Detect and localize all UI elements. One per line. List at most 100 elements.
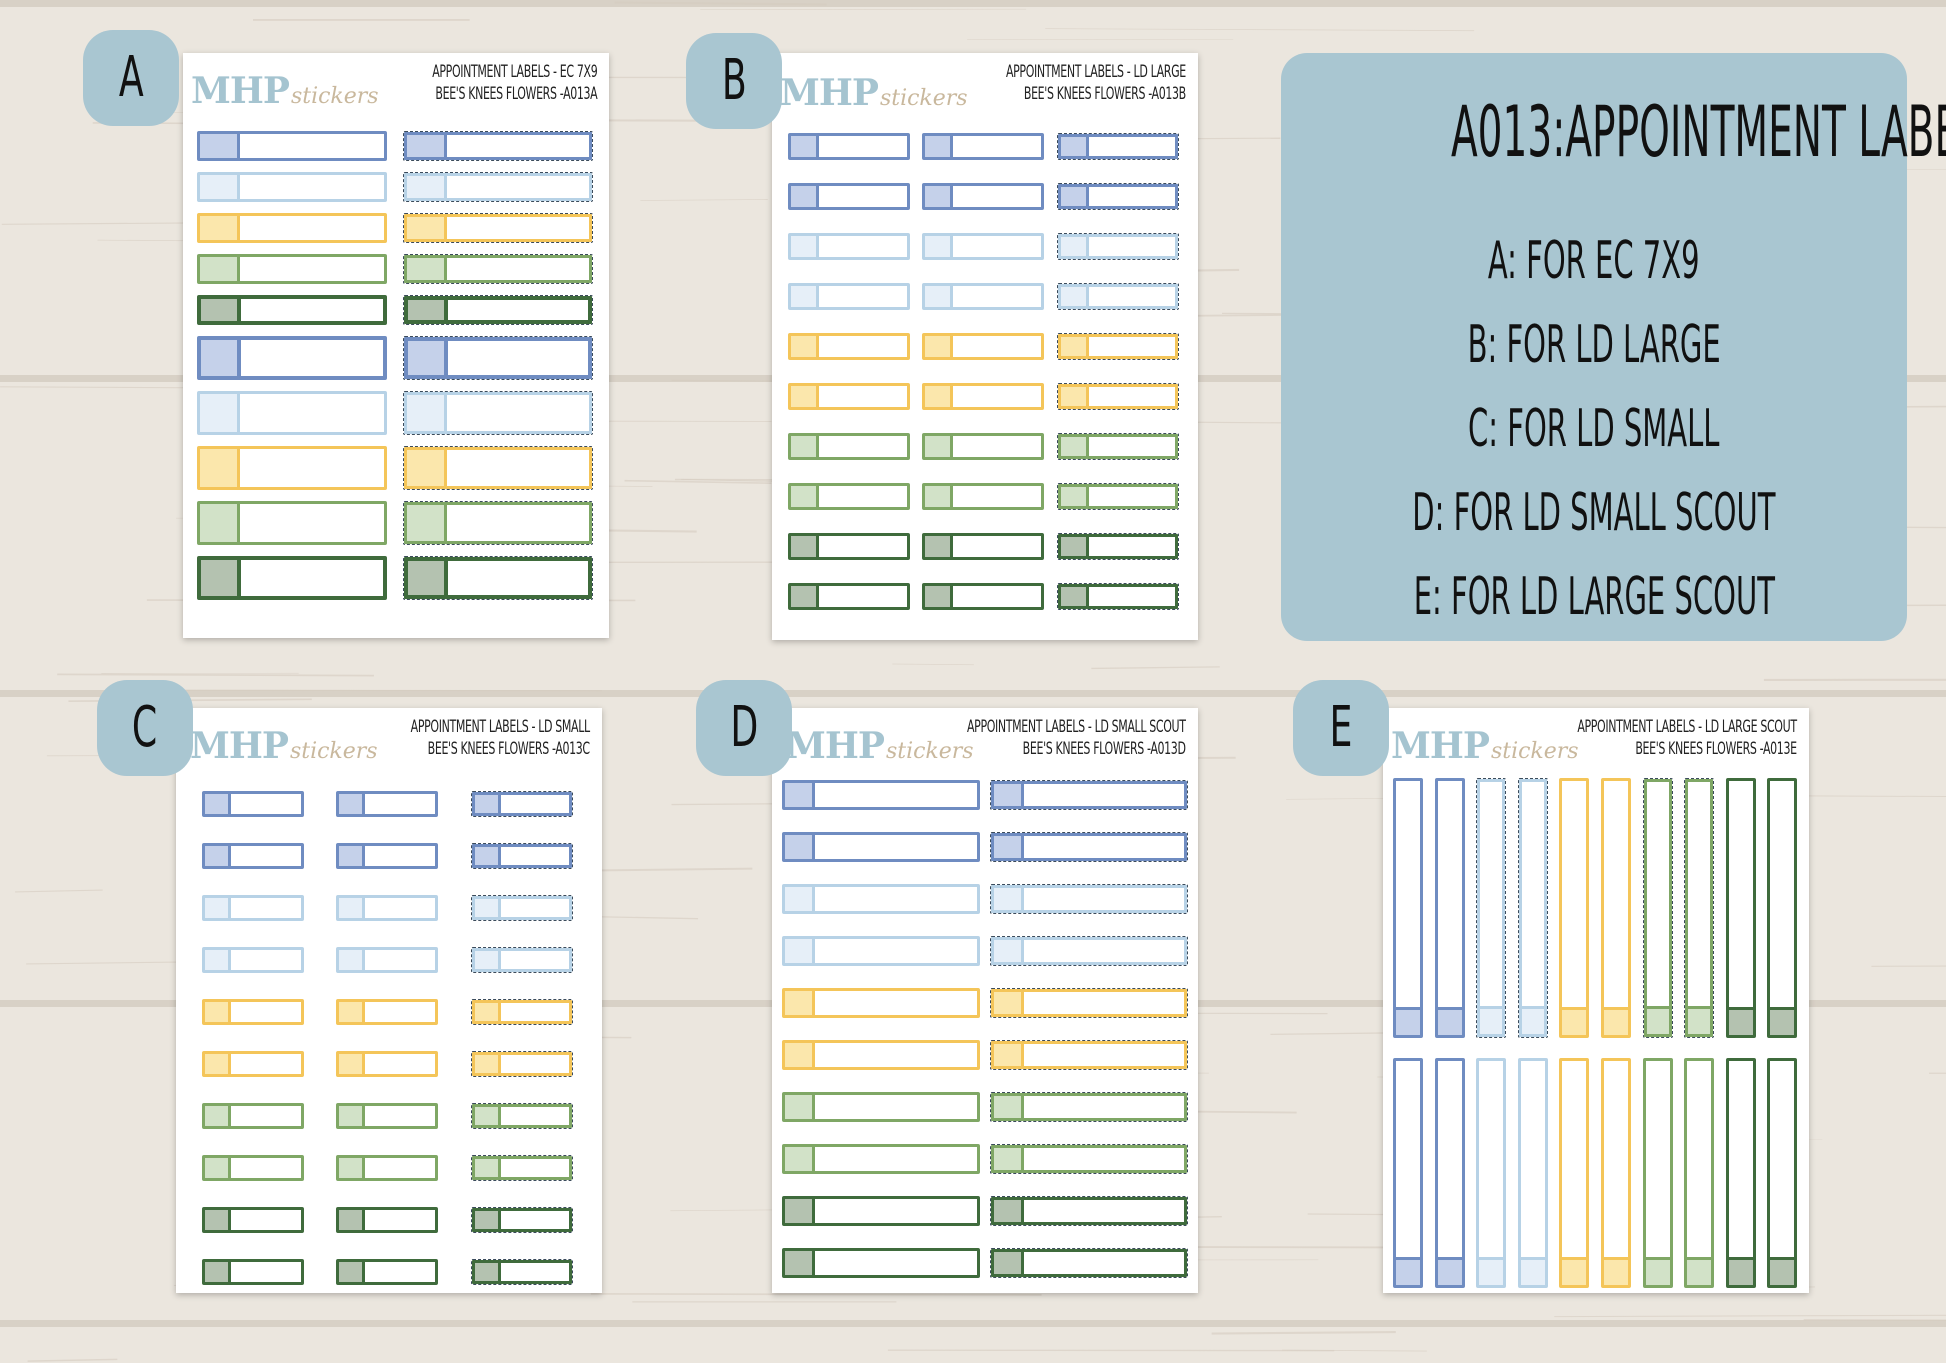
appointment-label [990,988,1188,1018]
label-color-tab [475,1107,501,1125]
label-color-tab [339,1210,365,1230]
appointment-label [990,832,1188,862]
appointment-label [197,172,387,202]
appointment-label [1725,778,1756,1038]
label-color-tab [1480,1006,1503,1034]
appointment-label [1767,1058,1798,1288]
appointment-label [922,383,1044,410]
appointment-label [990,936,1188,966]
sticker-sheet-d: MHPstickers APPOINTMENT LABELS - LD SMAL… [772,708,1198,1293]
label-color-tab [785,783,815,807]
appointment-label [471,843,573,869]
appointment-label [197,254,387,284]
sheet-header: MHPstickers APPOINTMENT LABELS - EC 7X9 … [183,53,609,123]
appointment-label [336,1259,438,1285]
appointment-label [1057,283,1179,310]
label-color-tab [1728,1257,1753,1285]
label-color-tab [1061,237,1089,256]
appointment-label [990,1196,1188,1226]
label-color-tab [1061,487,1089,506]
label-color-tab [785,887,815,911]
appointment-label [782,1144,980,1174]
appointment-label [788,483,910,510]
appointment-label [202,1051,304,1077]
label-color-tab [205,1106,231,1126]
label-color-tab [200,216,240,240]
label-color-tab [407,135,447,157]
label-color-tab [1687,1257,1712,1285]
appointment-label [782,832,980,862]
label-color-tab [407,176,447,198]
label-color-tab [475,1003,501,1021]
label-color-tab [339,1262,365,1282]
appointment-label [1725,1058,1756,1288]
sheet-title-line2: BEE'S KNEES FLOWERS -A013A [435,84,597,104]
sticker-sheet-e: MHPstickers APPOINTMENT LABELS - LD LARG… [1383,708,1809,1293]
label-color-tab [1562,1257,1587,1285]
appointment-label [990,1092,1188,1122]
sheet-title: APPOINTMENT LABELS - LD LARGE BEE'S KNEE… [1006,61,1186,105]
label-color-tab [994,836,1024,858]
label-color-tab [1061,587,1089,606]
label-color-tab [791,586,819,607]
label-color-tab [1645,1257,1670,1285]
label-color-tab [339,950,365,970]
label-color-tab [407,217,447,239]
appointment-label [1767,778,1798,1038]
appointment-label [403,131,593,161]
label-color-tab [925,186,953,207]
sheet-title: APPOINTMENT LABELS - LD LARGE SCOUT BEE'… [1578,716,1798,760]
appointment-label [1476,778,1507,1038]
appointment-label [990,780,1188,810]
label-color-tab [785,1199,815,1223]
label-color-tab [1770,1257,1795,1285]
appointment-label [197,295,387,325]
appointment-label [922,233,1044,260]
sheet-title-line2: BEE'S KNEES FLOWERS -A013C [427,739,590,759]
label-color-tab [925,586,953,607]
appointment-label [788,333,910,360]
label-color-tab [1688,1006,1711,1034]
label-color-tab [1646,1006,1669,1034]
appointment-label [197,131,387,161]
appointment-label [782,936,980,966]
label-color-tab [785,991,815,1015]
appointment-label [922,333,1044,360]
appointment-label [1601,778,1631,1038]
info-line-c: C: FOR LD SMALL [1468,399,1720,459]
appointment-label [782,884,980,914]
info-line-e: E: FOR LD LARGE SCOUT [1413,567,1775,627]
label-color-tab [785,1147,815,1171]
appointment-label [782,1196,980,1226]
label-color-tab [201,299,241,321]
label-color-tab [925,436,953,457]
info-line-d: D: FOR LD SMALL SCOUT [1412,483,1776,543]
appointment-label [788,383,910,410]
label-color-tab [475,899,501,917]
appointment-label [336,1051,438,1077]
label-color-tab [200,257,240,281]
label-color-tab [791,236,819,257]
appointment-label [202,791,304,817]
appointment-label [1057,583,1179,610]
appointment-label [1057,533,1179,560]
appointment-label [1434,778,1465,1038]
appointment-label [197,213,387,243]
appointment-label [922,433,1044,460]
sheet-title-line2: BEE'S KNEES FLOWERS -A013D [1023,739,1186,759]
appointment-label [197,501,387,545]
mhp-stickers-logo: MHPstickers [191,70,379,112]
label-color-tab [407,395,447,431]
label-color-tab [925,236,953,257]
label-color-tab [205,1002,231,1022]
label-color-tab [205,1054,231,1074]
appointment-label [1684,778,1715,1038]
appointment-label [336,895,438,921]
appointment-label [202,895,304,921]
sheet-header: MHPstickers APPOINTMENT LABELS - LD LARG… [772,53,1198,123]
appointment-label [1057,183,1179,210]
mhp-stickers-logo: MHPstickers [780,72,968,114]
label-color-tab [205,794,231,814]
appointment-label [403,391,593,435]
sheet-title-line1: APPOINTMENT LABELS - EC 7X9 [431,62,597,82]
